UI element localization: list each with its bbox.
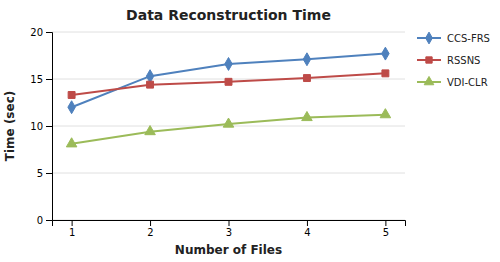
tick-label: 15 — [30, 74, 43, 85]
legend-item: RSSNS — [417, 55, 480, 66]
marker — [303, 75, 310, 82]
tick: 15 — [30, 74, 52, 85]
marker — [382, 47, 389, 60]
tick-mark — [46, 220, 52, 221]
marker — [145, 126, 156, 135]
marker — [66, 138, 77, 147]
series-line — [72, 73, 386, 95]
marker — [225, 78, 232, 85]
series-group — [66, 47, 390, 147]
marker — [223, 118, 234, 127]
marker — [380, 109, 391, 118]
tick-label: 5 — [37, 168, 43, 179]
marker — [303, 53, 310, 66]
tick: 0 — [37, 215, 52, 226]
tick-mark — [150, 220, 151, 226]
series-line — [72, 115, 386, 144]
tick-mark — [229, 220, 230, 226]
tick: 3 — [226, 220, 232, 238]
marker — [68, 101, 75, 114]
tick-label: 1 — [69, 227, 75, 238]
tick-label: 3 — [226, 227, 232, 238]
x-axis: 1 2 3 4 5 — [53, 220, 406, 238]
axis-line — [53, 221, 406, 227]
grid — [52, 32, 405, 220]
marker — [382, 70, 389, 77]
tick-label: 20 — [30, 27, 43, 38]
tick-mark — [46, 173, 52, 174]
tick-mark — [46, 32, 52, 33]
legend-marker — [424, 76, 434, 84]
grid-line — [52, 32, 405, 33]
legend-label: CCS-FRS — [447, 33, 490, 44]
series-line — [72, 54, 386, 108]
plot-area: 1 2 3 4 5 0 5 10 15 20 — [30, 27, 405, 238]
marker — [147, 81, 154, 88]
tick: 1 — [69, 220, 75, 238]
tick: 20 — [30, 27, 52, 38]
marker — [68, 92, 75, 99]
tick-label: 2 — [147, 227, 153, 238]
legend-label: RSSNS — [447, 55, 480, 66]
x-axis-title: Number of Files — [175, 243, 282, 257]
tick: 2 — [147, 220, 153, 238]
axis-line — [46, 33, 53, 221]
marker — [225, 58, 232, 71]
tick-mark — [72, 220, 73, 226]
legend-label: VDI-CLR — [447, 77, 488, 88]
tick: 5 — [37, 168, 52, 179]
legend-item: VDI-CLR — [417, 76, 488, 87]
title: Data Reconstruction Time — [126, 7, 331, 23]
grid-line — [52, 173, 405, 174]
marker — [302, 111, 313, 120]
y-axis-title: Time (sec) — [3, 91, 17, 161]
tick-mark — [307, 220, 308, 226]
tick: 5 — [383, 220, 389, 238]
tick-mark — [385, 220, 386, 226]
legend: CCS-FRS RSSNS VDI-CLR — [417, 32, 490, 87]
tick-label: 4 — [304, 227, 310, 238]
tick-mark — [46, 79, 52, 80]
tick-label: 0 — [37, 215, 43, 226]
legend-item: CCS-FRS — [417, 32, 490, 44]
tick: 4 — [304, 220, 310, 238]
tick-mark — [46, 126, 52, 127]
legend-marker — [426, 57, 432, 63]
y-axis: 0 5 10 15 20 — [30, 27, 52, 226]
legend-marker — [426, 32, 433, 44]
chart: 1 2 3 4 5 0 5 10 15 20 Data Reconstruction Time Num… — [0, 0, 500, 262]
tick-label: 5 — [383, 227, 389, 238]
tick: 10 — [30, 121, 52, 132]
tick-label: 10 — [30, 121, 43, 132]
